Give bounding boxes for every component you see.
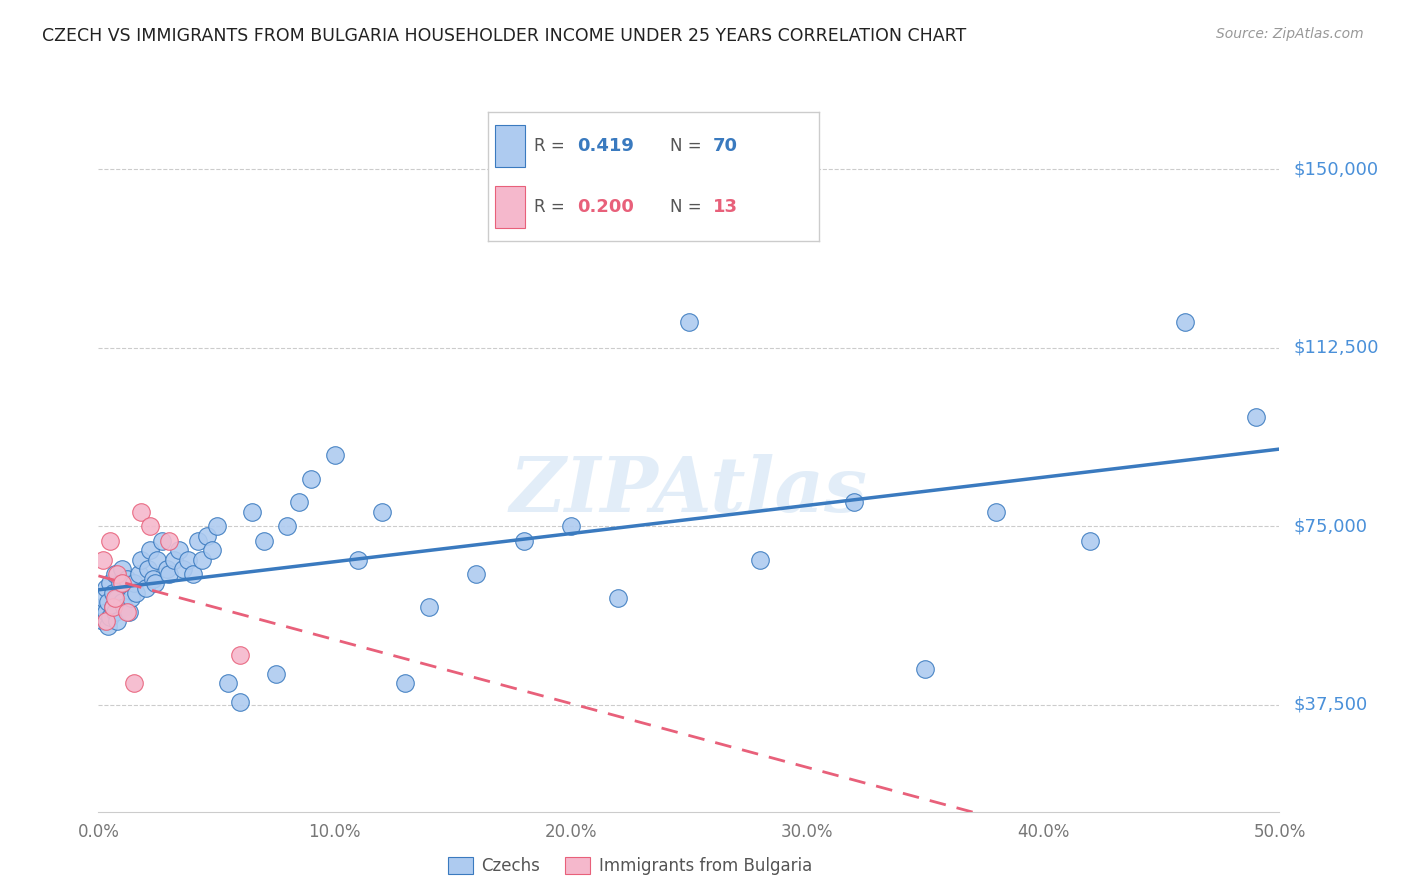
- Point: [98, 576, 121, 591]
- Point: [91, 591, 114, 605]
- Point: [418, 600, 440, 615]
- Point: [90, 600, 112, 615]
- Point: [94, 581, 117, 595]
- Point: [347, 552, 370, 566]
- Point: [101, 586, 124, 600]
- Point: [128, 566, 150, 581]
- Point: [105, 566, 128, 581]
- Point: [139, 519, 162, 533]
- Text: $75,000: $75,000: [1294, 517, 1368, 535]
- Point: [101, 600, 124, 615]
- Point: [122, 676, 145, 690]
- Point: [172, 562, 194, 576]
- Text: $112,500: $112,500: [1294, 339, 1379, 357]
- Point: [465, 566, 488, 581]
- Point: [105, 591, 128, 605]
- Point: [142, 572, 165, 586]
- Legend: Czechs, Immigrants from Bulgaria: Czechs, Immigrants from Bulgaria: [441, 850, 818, 882]
- Point: [98, 533, 121, 548]
- Point: [146, 552, 169, 566]
- Point: [195, 529, 218, 543]
- Point: [94, 615, 117, 629]
- Point: [104, 566, 127, 581]
- Point: [264, 666, 287, 681]
- Point: [163, 552, 186, 566]
- Point: [201, 543, 224, 558]
- Point: [229, 695, 252, 709]
- Point: [115, 572, 138, 586]
- Point: [91, 615, 114, 629]
- Point: [1080, 533, 1102, 548]
- Point: [122, 576, 145, 591]
- Point: [111, 595, 134, 609]
- Point: [104, 591, 127, 605]
- Point: [136, 562, 159, 576]
- Point: [111, 576, 134, 591]
- Point: [129, 505, 152, 519]
- Point: [512, 533, 534, 548]
- Point: [560, 519, 582, 533]
- Point: [844, 495, 866, 509]
- Point: [115, 605, 138, 619]
- Point: [181, 566, 204, 581]
- Point: [205, 519, 228, 533]
- Point: [607, 591, 630, 605]
- Point: [253, 533, 276, 548]
- Point: [125, 586, 148, 600]
- Point: [229, 648, 252, 662]
- Point: [97, 619, 120, 633]
- Point: [984, 505, 1007, 519]
- Text: $37,500: $37,500: [1294, 696, 1368, 714]
- Point: [94, 605, 117, 619]
- Point: [105, 615, 128, 629]
- Point: [240, 505, 263, 519]
- Point: [748, 552, 770, 566]
- Point: [276, 519, 298, 533]
- Point: [98, 609, 121, 624]
- Point: [394, 676, 416, 690]
- Point: [299, 472, 322, 486]
- Point: [157, 533, 180, 548]
- Text: CZECH VS IMMIGRANTS FROM BULGARIA HOUSEHOLDER INCOME UNDER 25 YEARS CORRELATION : CZECH VS IMMIGRANTS FROM BULGARIA HOUSEH…: [42, 27, 966, 45]
- Point: [914, 662, 936, 676]
- Point: [139, 543, 162, 558]
- Point: [108, 576, 131, 591]
- Point: [678, 315, 700, 329]
- Point: [217, 676, 239, 690]
- Point: [191, 552, 214, 566]
- Text: $150,000: $150,000: [1294, 161, 1378, 178]
- Point: [91, 552, 114, 566]
- Point: [150, 533, 173, 548]
- Point: [156, 562, 179, 576]
- Text: Source: ZipAtlas.com: Source: ZipAtlas.com: [1216, 27, 1364, 41]
- Point: [371, 505, 394, 519]
- Point: [104, 605, 127, 619]
- Point: [118, 605, 141, 619]
- Point: [1244, 409, 1267, 424]
- Point: [323, 448, 346, 462]
- Point: [135, 581, 157, 595]
- Point: [177, 552, 200, 566]
- Point: [143, 576, 166, 591]
- Point: [101, 600, 124, 615]
- Point: [157, 566, 180, 581]
- Text: ZIPAtlas: ZIPAtlas: [510, 454, 868, 527]
- Point: [1174, 315, 1197, 329]
- Point: [111, 562, 134, 576]
- Point: [167, 543, 190, 558]
- Point: [187, 533, 209, 548]
- Point: [129, 552, 152, 566]
- Point: [112, 600, 135, 615]
- Point: [97, 595, 120, 609]
- Point: [288, 495, 311, 509]
- Point: [121, 591, 143, 605]
